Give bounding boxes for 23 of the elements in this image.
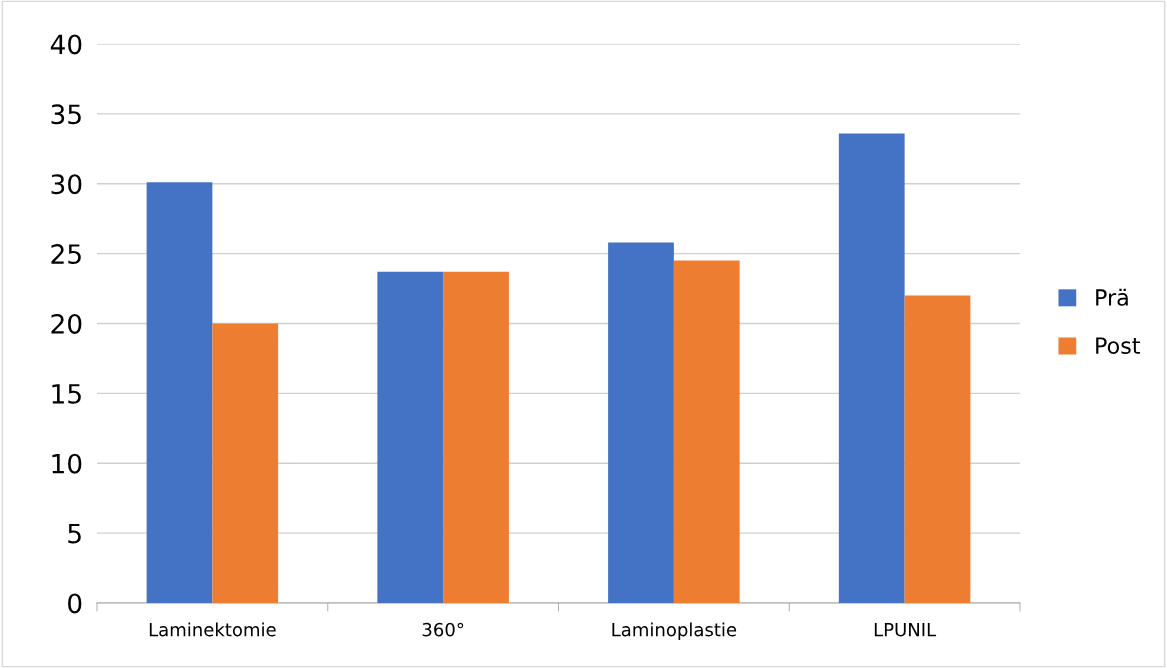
y-tick-label: 35	[51, 104, 81, 125]
x-tick-label: Laminoplastie	[612, 622, 737, 640]
x-tick-label: Laminektomie	[149, 622, 276, 637]
bar	[838, 133, 905, 603]
y-tick-label: 15	[52, 384, 81, 404]
x-tick-label: LPUNIL	[874, 623, 937, 637]
y-tick-label: 0	[68, 593, 82, 614]
legend-label: Prä	[1096, 288, 1128, 306]
bar	[443, 271, 509, 603]
y-tick-label: 40	[50, 34, 82, 55]
y-tick-label: 5	[68, 523, 81, 544]
y-tick-label: 10	[52, 453, 82, 474]
bar	[377, 271, 444, 603]
y-tick-label: 25	[51, 244, 81, 265]
y-tick-label: 20	[51, 313, 82, 334]
bar	[673, 260, 740, 603]
bar	[608, 242, 674, 603]
legend-label: Post	[1096, 337, 1140, 355]
y-tick-label: 30	[51, 174, 82, 195]
bar	[146, 182, 213, 603]
bar	[212, 323, 279, 603]
x-tick-label: 360°	[422, 622, 464, 637]
bar	[904, 295, 971, 603]
